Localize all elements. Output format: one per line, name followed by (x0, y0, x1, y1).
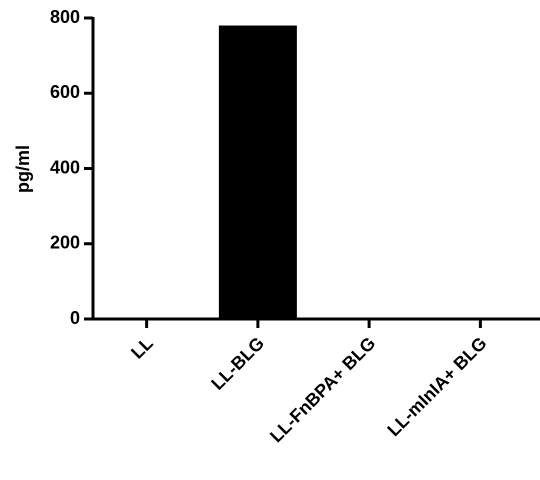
x-tick-label: LL-BLG (207, 333, 268, 394)
y-axis-title: pg/ml (13, 145, 33, 193)
y-tick-label: 400 (50, 157, 80, 177)
bar (218, 25, 297, 320)
x-tick-label: LL (127, 333, 157, 363)
x-tick-label: LL-FnBPA+ BLG (266, 333, 379, 446)
y-tick-label: 200 (50, 233, 80, 253)
y-tick-label: 600 (50, 82, 80, 102)
x-tick-label: LL-mInIA+ BLG (383, 333, 490, 440)
y-tick-label: 800 (50, 7, 80, 27)
y-tick-label: 0 (70, 308, 80, 328)
